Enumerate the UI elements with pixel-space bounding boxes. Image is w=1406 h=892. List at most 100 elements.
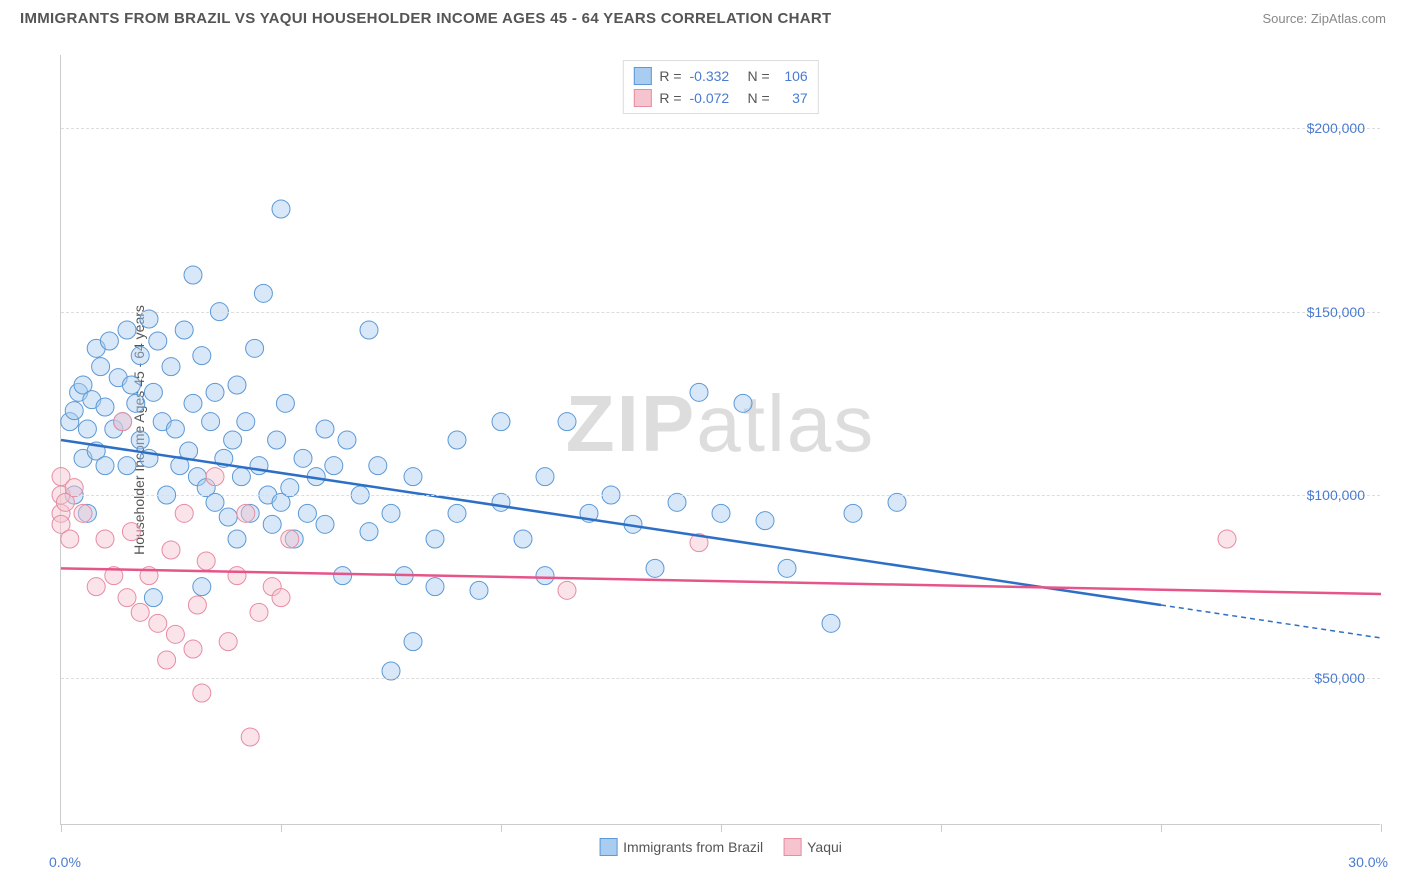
stats-row: R =-0.332N =106 <box>633 65 807 87</box>
scatter-point <box>122 523 140 541</box>
trend-line <box>61 568 1381 594</box>
scatter-point <box>294 449 312 467</box>
x-axis-min: 0.0% <box>49 854 81 870</box>
x-tick <box>281 824 282 832</box>
scatter-point <box>237 504 255 522</box>
scatter-point <box>184 266 202 284</box>
scatter-point <box>131 431 149 449</box>
scatter-point <box>114 413 132 431</box>
scatter-point <box>74 504 92 522</box>
legend-item: Immigrants from Brazil <box>599 838 763 856</box>
scatter-point <box>382 504 400 522</box>
scatter-point <box>360 523 378 541</box>
scatter-point <box>184 394 202 412</box>
scatter-point <box>316 515 334 533</box>
scatter-point <box>536 468 554 486</box>
x-tick <box>721 824 722 832</box>
scatter-point <box>250 603 268 621</box>
scatter-point <box>268 431 286 449</box>
scatter-point <box>281 530 299 548</box>
scatter-point <box>87 578 105 596</box>
x-tick <box>501 824 502 832</box>
scatter-point <box>470 581 488 599</box>
scatter-point <box>166 420 184 438</box>
scatter-point <box>162 358 180 376</box>
source-attribution: Source: ZipAtlas.com <box>1262 11 1386 26</box>
scatter-point <box>360 321 378 339</box>
gridline <box>61 678 1380 679</box>
stats-row: R =-0.072N =37 <box>633 87 807 109</box>
scatter-point <box>334 567 352 585</box>
scatter-point <box>888 493 906 511</box>
y-tick-label: $200,000 <box>1307 120 1365 136</box>
scatter-point <box>232 468 250 486</box>
scatter-point <box>184 640 202 658</box>
legend-label: Immigrants from Brazil <box>623 839 763 855</box>
scatter-point <box>281 479 299 497</box>
scatter-point <box>646 559 664 577</box>
legend-item: Yaqui <box>783 838 842 856</box>
legend-swatch <box>599 838 617 856</box>
scatter-point <box>65 479 83 497</box>
scatter-point <box>404 633 422 651</box>
scatter-point <box>206 493 224 511</box>
scatter-point <box>844 504 862 522</box>
scatter-point <box>514 530 532 548</box>
scatter-point <box>298 504 316 522</box>
stat-r-value: -0.332 <box>690 68 740 84</box>
scatter-point <box>369 457 387 475</box>
scatter-point <box>316 420 334 438</box>
stat-n-value: 37 <box>778 90 808 106</box>
scatter-point <box>219 508 237 526</box>
stat-r-label: R = <box>659 90 681 106</box>
scatter-point <box>382 662 400 680</box>
scatter-point <box>492 413 510 431</box>
scatter-point <box>426 530 444 548</box>
scatter-point <box>241 728 259 746</box>
scatter-point <box>193 578 211 596</box>
scatter-point <box>558 413 576 431</box>
scatter-point <box>118 457 136 475</box>
scatter-point <box>228 376 246 394</box>
scatter-point <box>228 567 246 585</box>
scatter-point <box>144 589 162 607</box>
scatter-point <box>131 347 149 365</box>
scatter-point <box>325 457 343 475</box>
legend: Immigrants from Brazil Yaqui <box>599 838 842 856</box>
scatter-point <box>118 589 136 607</box>
scatter-point <box>756 512 774 530</box>
scatter-point <box>144 383 162 401</box>
x-tick <box>1381 824 1382 832</box>
scatter-point <box>822 614 840 632</box>
stat-n-label: N = <box>748 68 770 84</box>
x-tick <box>941 824 942 832</box>
y-tick-label: $50,000 <box>1314 670 1365 686</box>
chart-title: IMMIGRANTS FROM BRAZIL VS YAQUI HOUSEHOL… <box>20 10 831 27</box>
scatter-point <box>206 383 224 401</box>
scatter-point <box>96 530 114 548</box>
scatter-point <box>118 321 136 339</box>
chart-plot-area: ZIPatlas R =-0.332N =106R =-0.072N =37 0… <box>60 55 1380 825</box>
scatter-point <box>250 457 268 475</box>
y-tick-label: $100,000 <box>1307 487 1365 503</box>
scatter-point <box>65 402 83 420</box>
scatter-point <box>404 468 422 486</box>
scatter-point <box>668 493 686 511</box>
scatter-point <box>149 332 167 350</box>
scatter-point <box>61 530 79 548</box>
scatter-point <box>100 332 118 350</box>
stat-n-label: N = <box>748 90 770 106</box>
scatter-point <box>166 625 184 643</box>
scatter-point <box>122 376 140 394</box>
x-tick <box>1161 824 1162 832</box>
correlation-stats-box: R =-0.332N =106R =-0.072N =37 <box>622 60 818 114</box>
scatter-point <box>197 552 215 570</box>
scatter-point <box>1218 530 1236 548</box>
scatter-point <box>92 358 110 376</box>
scatter-point <box>96 398 114 416</box>
scatter-point <box>193 684 211 702</box>
scatter-point <box>193 347 211 365</box>
series-swatch <box>633 67 651 85</box>
stat-n-value: 106 <box>778 68 808 84</box>
scatter-point <box>272 200 290 218</box>
